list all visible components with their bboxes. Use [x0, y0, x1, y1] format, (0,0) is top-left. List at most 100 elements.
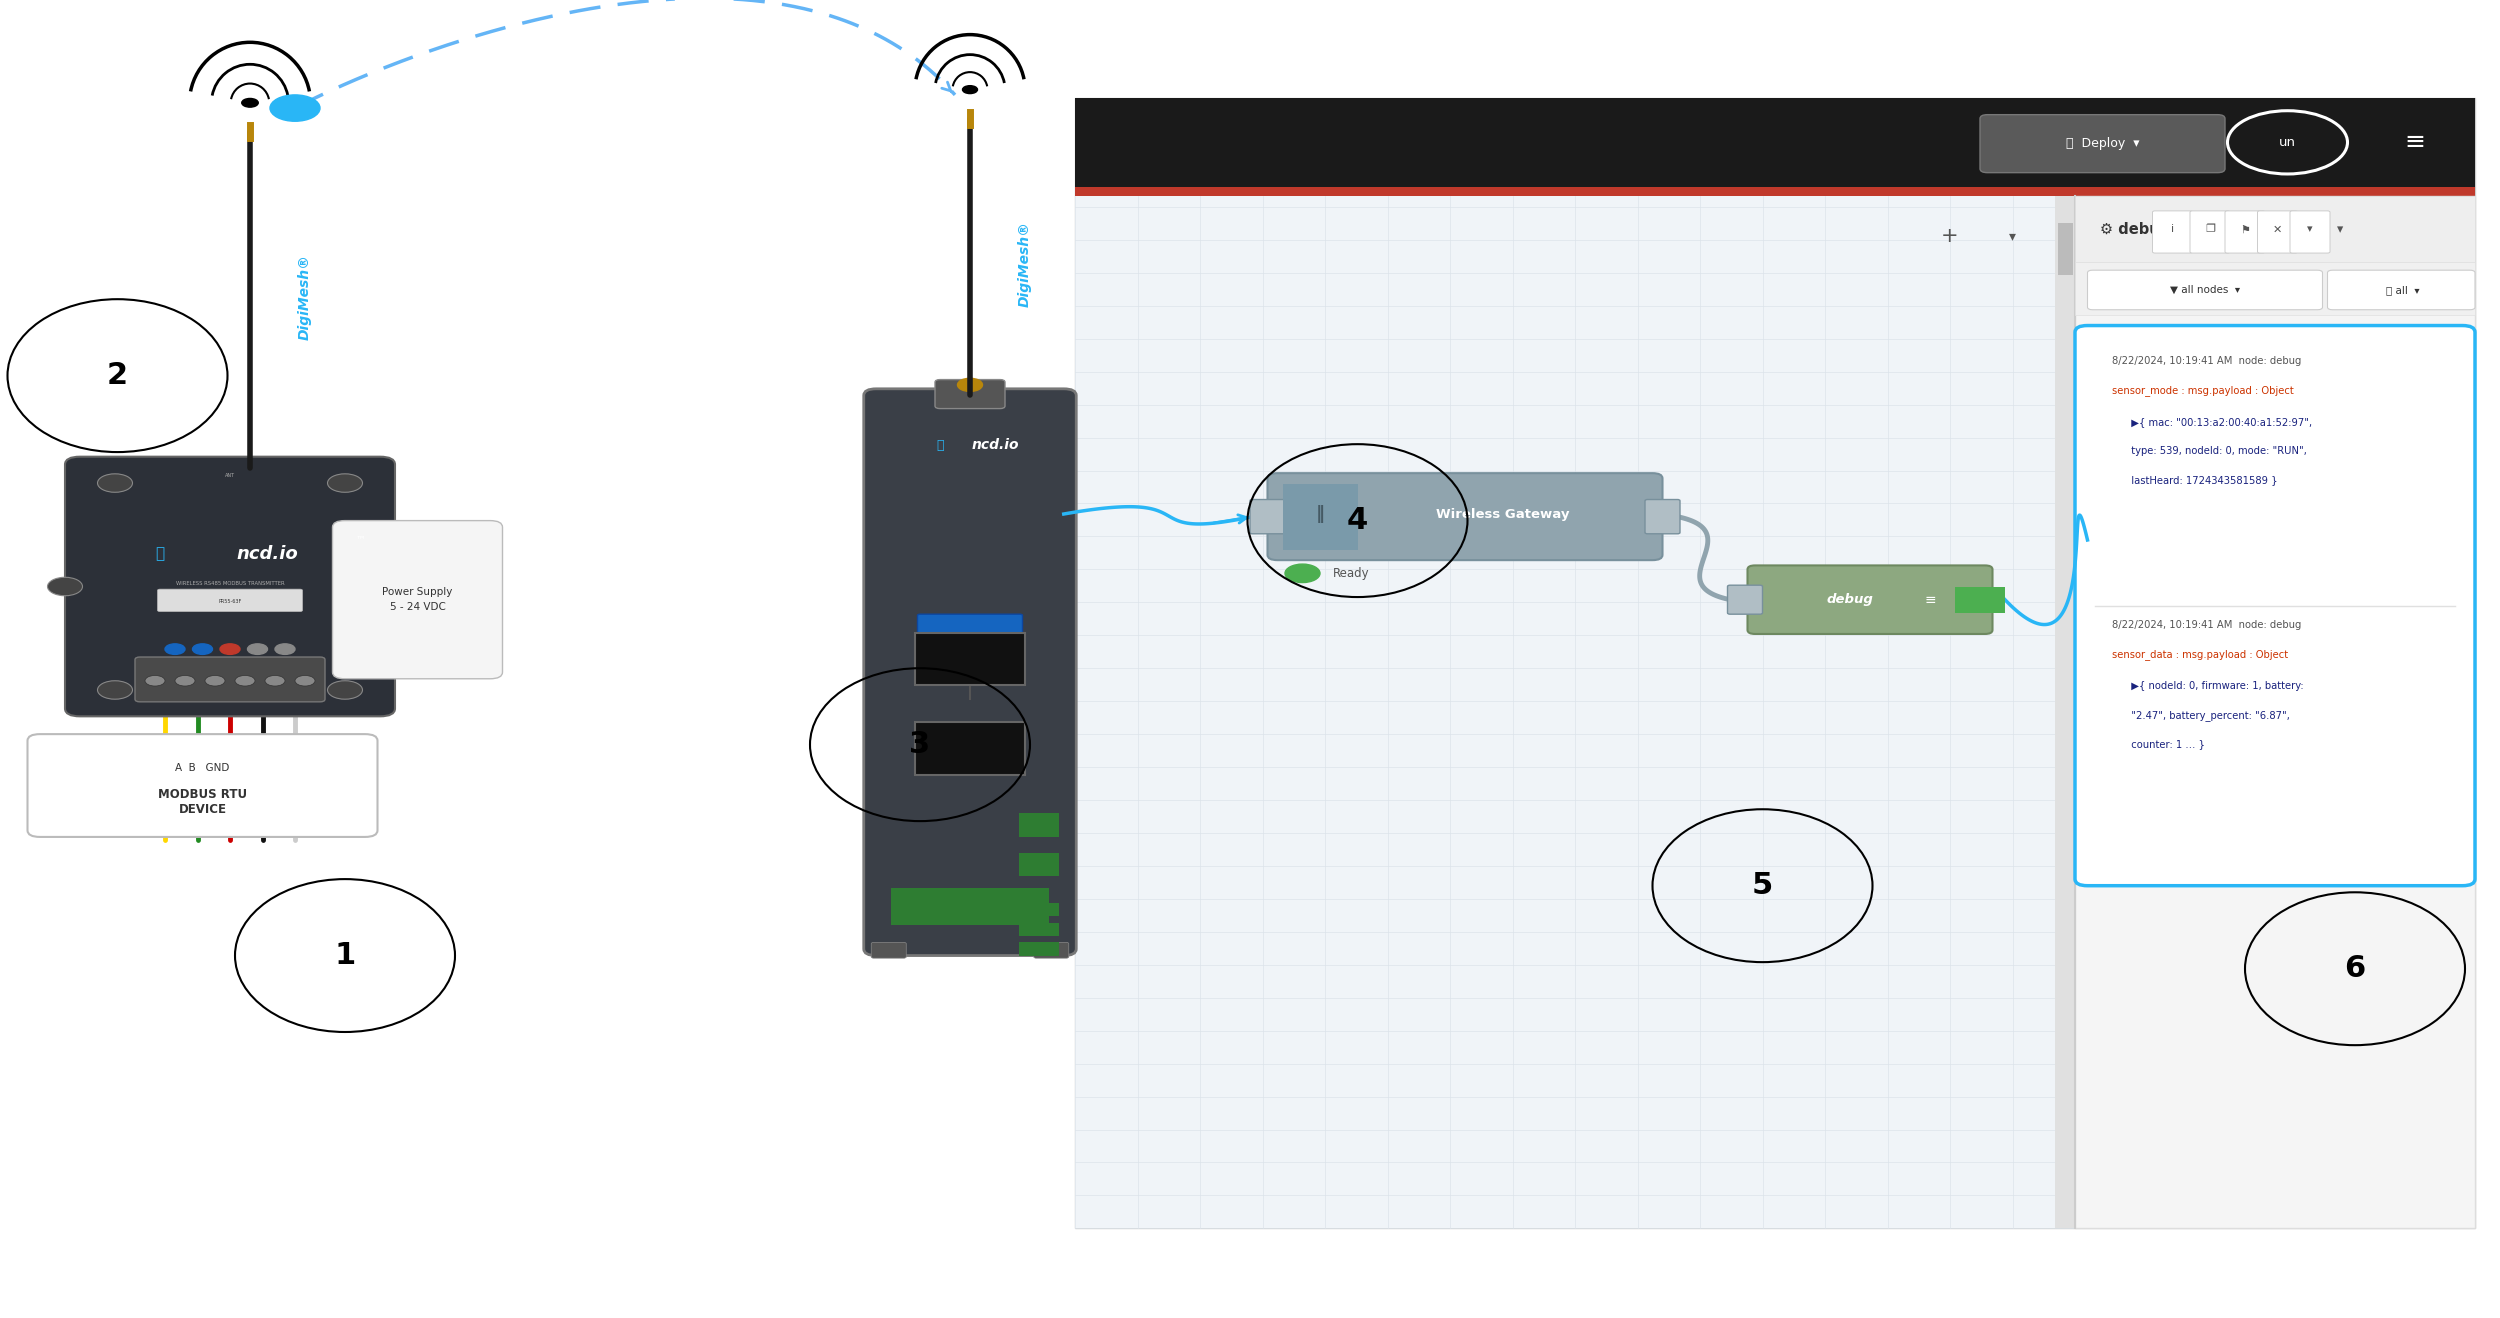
FancyBboxPatch shape — [2075, 326, 2475, 886]
Text: 6: 6 — [2345, 954, 2365, 983]
Text: ▼ all nodes  ▾: ▼ all nodes ▾ — [2170, 285, 2240, 295]
FancyBboxPatch shape — [1727, 585, 1762, 614]
Text: ‖: ‖ — [1315, 505, 1325, 523]
FancyBboxPatch shape — [135, 656, 325, 701]
Circle shape — [958, 378, 982, 391]
Bar — [1955, 587, 2005, 613]
FancyBboxPatch shape — [935, 380, 1005, 409]
FancyBboxPatch shape — [72, 563, 142, 610]
FancyBboxPatch shape — [158, 589, 302, 612]
Text: 🗑 all  ▾: 🗑 all ▾ — [2385, 285, 2420, 295]
Text: PR55-63F: PR55-63F — [217, 598, 242, 604]
Bar — [2058, 223, 2072, 275]
Bar — [1075, 98, 2475, 1228]
Circle shape — [248, 643, 268, 654]
Text: 1: 1 — [335, 941, 355, 970]
FancyBboxPatch shape — [1035, 942, 1070, 958]
Circle shape — [98, 680, 132, 699]
Text: type: 539, nodeId: 0, mode: "RUN",: type: 539, nodeId: 0, mode: "RUN", — [2125, 445, 2308, 456]
Text: sensor_data : msg.payload : Object: sensor_data : msg.payload : Object — [2112, 648, 2288, 660]
Text: ™: ™ — [355, 534, 365, 544]
Text: ▾: ▾ — [2338, 223, 2342, 236]
Text: sensor_mode : msg.payload : Object: sensor_mode : msg.payload : Object — [2112, 385, 2295, 395]
Text: un: un — [2280, 136, 2295, 149]
FancyBboxPatch shape — [918, 614, 1022, 641]
Text: ▶{ mac: "00:13:a2:00:40:a1:52:97",: ▶{ mac: "00:13:a2:00:40:a1:52:97", — [2125, 416, 2312, 427]
FancyBboxPatch shape — [1645, 500, 1680, 534]
FancyBboxPatch shape — [1268, 473, 1662, 560]
Bar — [915, 722, 1025, 775]
FancyBboxPatch shape — [2258, 211, 2298, 253]
FancyBboxPatch shape — [2152, 211, 2192, 253]
Text: ❐: ❐ — [2205, 224, 2215, 235]
Circle shape — [165, 643, 185, 654]
Text: ⧗: ⧗ — [935, 439, 945, 452]
Text: "2.47", battery_percent: "6.87",: "2.47", battery_percent: "6.87", — [2125, 710, 2290, 721]
Bar — [1075, 196, 2075, 1228]
Circle shape — [275, 643, 295, 654]
Bar — [1075, 98, 2475, 187]
Text: counter: 1 … }: counter: 1 … } — [2125, 739, 2205, 749]
Bar — [2075, 196, 2475, 1228]
Text: 3: 3 — [910, 730, 930, 759]
Text: ⧗: ⧗ — [155, 546, 165, 561]
FancyBboxPatch shape — [2225, 211, 2265, 253]
Text: 4: 4 — [1348, 506, 1368, 535]
Text: Power Supply
5 - 24 VDC: Power Supply 5 - 24 VDC — [382, 588, 452, 612]
Text: i: i — [2170, 224, 2175, 235]
Bar — [892, 888, 1050, 925]
Circle shape — [98, 473, 132, 492]
Circle shape — [48, 577, 82, 596]
Text: ANT: ANT — [225, 473, 235, 477]
Text: WIRELESS RS485 MODBUS TRANSMITTER: WIRELESS RS485 MODBUS TRANSMITTER — [175, 581, 285, 587]
Circle shape — [270, 95, 320, 121]
Text: DigiMesh®: DigiMesh® — [298, 253, 312, 340]
Text: Wireless Gateway: Wireless Gateway — [1435, 507, 1570, 521]
Bar — [1020, 853, 1060, 876]
Bar — [2075, 262, 2475, 315]
Text: +: + — [1940, 225, 1960, 246]
FancyBboxPatch shape — [28, 734, 377, 837]
Circle shape — [220, 643, 240, 654]
Bar — [1075, 187, 2475, 196]
Bar — [1020, 942, 1060, 956]
FancyBboxPatch shape — [2088, 270, 2322, 310]
Text: ≡: ≡ — [2405, 130, 2425, 154]
FancyBboxPatch shape — [332, 521, 502, 679]
Circle shape — [328, 473, 362, 492]
Bar — [1020, 903, 1060, 916]
Circle shape — [962, 86, 978, 94]
Text: 8/22/2024, 10:19:41 AM  node: debug: 8/22/2024, 10:19:41 AM node: debug — [2112, 356, 2302, 366]
Circle shape — [295, 675, 315, 685]
FancyBboxPatch shape — [2290, 211, 2330, 253]
Bar — [1282, 484, 1358, 550]
Circle shape — [328, 680, 362, 699]
Text: ⬛  Deploy  ▾: ⬛ Deploy ▾ — [2065, 137, 2140, 150]
Text: 8/22/2024, 10:19:41 AM  node: debug: 8/22/2024, 10:19:41 AM node: debug — [2112, 621, 2302, 630]
Circle shape — [1285, 564, 1320, 583]
Text: DigiMesh®: DigiMesh® — [1017, 220, 1032, 307]
Bar — [1020, 923, 1060, 936]
Text: Ready: Ready — [1332, 567, 1370, 580]
Text: ▶{ nodeId: 0, firmware: 1, battery:: ▶{ nodeId: 0, firmware: 1, battery: — [2125, 681, 2302, 691]
Circle shape — [205, 675, 225, 685]
Text: ncd.io: ncd.io — [970, 439, 1020, 452]
Circle shape — [192, 643, 213, 654]
Text: ▾: ▾ — [2308, 224, 2312, 235]
Text: ✕: ✕ — [2272, 224, 2282, 235]
Text: 2: 2 — [107, 361, 127, 390]
Circle shape — [242, 99, 258, 107]
Text: A  B   GND: A B GND — [175, 763, 230, 772]
FancyBboxPatch shape — [872, 942, 907, 958]
FancyBboxPatch shape — [1748, 565, 1993, 634]
Bar — [2075, 196, 2475, 262]
Bar — [1020, 813, 1060, 837]
Text: ⚙ debug: ⚙ debug — [2100, 221, 2170, 237]
Text: debug: debug — [1828, 593, 1872, 606]
FancyBboxPatch shape — [2190, 211, 2230, 253]
FancyBboxPatch shape — [1980, 115, 2225, 173]
FancyBboxPatch shape — [342, 563, 412, 610]
FancyBboxPatch shape — [1250, 500, 1285, 534]
Text: ncd.io: ncd.io — [238, 544, 298, 563]
Text: ≡: ≡ — [1925, 593, 1935, 606]
